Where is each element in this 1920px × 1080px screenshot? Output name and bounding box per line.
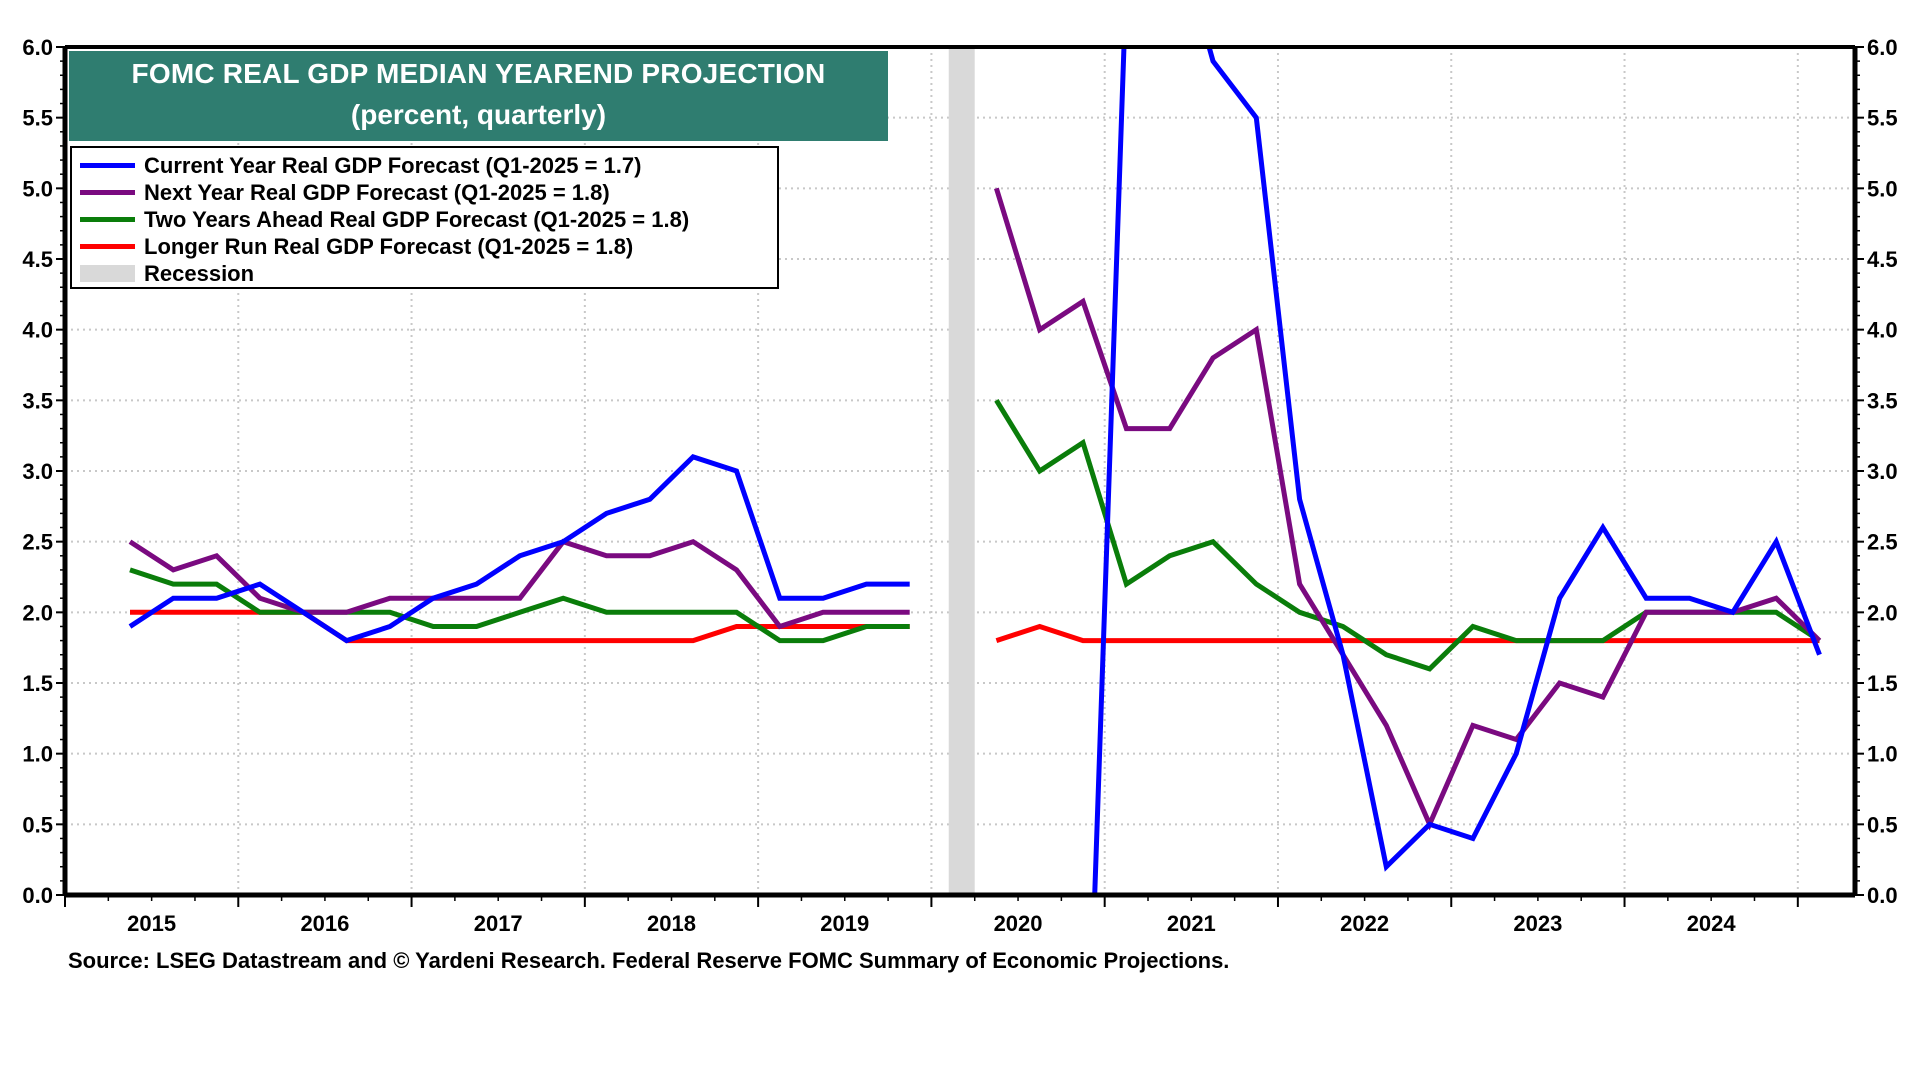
series-line-longer-run xyxy=(995,623,1820,644)
series-line-current-year xyxy=(128,454,910,644)
y-tick-label-left: 1.0 xyxy=(22,742,53,767)
y-tick-label-right: 0.0 xyxy=(1867,883,1898,908)
y-tick-label-left: 4.5 xyxy=(22,247,53,272)
legend-swatch-longer-run xyxy=(80,244,135,249)
legend-label: Longer Run Real GDP Forecast (Q1-2025 = … xyxy=(144,234,634,259)
series-line-two-years-ahead xyxy=(129,567,910,644)
recession-bar xyxy=(948,47,975,895)
y-tick-label-right: 3.0 xyxy=(1867,459,1898,484)
legend-label: Recession xyxy=(144,261,255,286)
series-line-longer-run xyxy=(130,609,910,644)
chart-subtitle: (percent, quarterly) xyxy=(350,99,607,130)
y-tick-label-left: 6.0 xyxy=(22,35,53,60)
y-tick-label-right: 3.5 xyxy=(1867,388,1898,413)
y-tick-label-left: 1.5 xyxy=(22,671,53,696)
x-axis: 2015 2016 2017 2018 2019 2020 2021 2022 2023 2024 xyxy=(64,895,1799,936)
x-tick-label: 2016 xyxy=(300,911,349,936)
x-tick-label: 2018 xyxy=(647,911,696,936)
y-tick-label-left: 3.5 xyxy=(22,388,53,413)
series-line-next-year xyxy=(128,538,910,630)
legend: Current Year Real GDP Forecast (Q1-2025 … xyxy=(70,146,779,289)
y-tick-label-left: 2.0 xyxy=(22,600,53,625)
y-tick-label-right: 2.5 xyxy=(1867,530,1898,555)
y-tick-label-left: 5.5 xyxy=(22,106,53,131)
legend-swatch-next-year xyxy=(80,190,135,195)
y-tick-label-left: 4.0 xyxy=(22,318,53,343)
recession-shading xyxy=(948,47,975,895)
x-tick-label: 2022 xyxy=(1340,911,1389,936)
x-tick-label: 2021 xyxy=(1167,911,1216,936)
legend-label: Current Year Real GDP Forecast (Q1-2025 … xyxy=(144,153,642,178)
y-tick-label-right: 0.5 xyxy=(1867,812,1898,837)
x-tick-label: 2023 xyxy=(1513,911,1562,936)
x-tick-label: 2015 xyxy=(127,911,176,936)
y-tick-label-left: 3.0 xyxy=(22,459,53,484)
source-note: Source: LSEG Datastream and © Yardeni Re… xyxy=(68,948,1230,973)
chart-title-box: FOMC REAL GDP MEDIAN YEAREND PROJECTION … xyxy=(69,51,888,141)
x-tick-label: 2019 xyxy=(820,911,869,936)
y-tick-label-right: 1.0 xyxy=(1867,742,1898,767)
legend-swatch-recession xyxy=(80,265,135,282)
series-line-two-years-ahead xyxy=(994,398,1821,672)
y-tick-label-right: 5.5 xyxy=(1867,106,1898,131)
legend-swatch-current-year xyxy=(80,163,135,168)
y-tick-label-right: 4.0 xyxy=(1867,318,1898,343)
legend-label: Next Year Real GDP Forecast (Q1-2025 = 1… xyxy=(144,180,610,205)
y-tick-label-right: 6.0 xyxy=(1867,35,1898,60)
y-axis-left: 0.0 0.5 1.0 1.5 2.0 2.5 3.0 3.5 4.0 4.5 5.0 5.5 6.0 xyxy=(22,35,65,908)
x-tick-label: 2024 xyxy=(1687,911,1737,936)
y-tick-label-right: 2.0 xyxy=(1867,600,1898,625)
y-tick-label-left: 0.5 xyxy=(22,812,53,837)
series-line-current-year xyxy=(1092,47,1822,895)
series-lines xyxy=(128,47,1822,895)
y-tick-label-right: 1.5 xyxy=(1867,671,1898,696)
x-tick-label: 2020 xyxy=(994,911,1043,936)
legend-swatch-two-years-ahead xyxy=(80,217,135,222)
y-tick-label-right: 4.5 xyxy=(1867,247,1898,272)
x-tick-label: 2017 xyxy=(474,911,523,936)
y-tick-label-right: 5.0 xyxy=(1867,176,1898,201)
y-axis-right: 0.0 0.5 1.0 1.5 2.0 2.5 3.0 3.5 4.0 4.5 5.0 5.5 6.0 xyxy=(1855,35,1898,908)
series-line-next-year xyxy=(994,187,1822,831)
y-tick-label-left: 2.5 xyxy=(22,530,53,555)
y-tick-label-left: 0.0 xyxy=(22,883,53,908)
chart-title: FOMC REAL GDP MEDIAN YEAREND PROJECTION xyxy=(131,58,826,89)
y-tick-label-left: 5.0 xyxy=(22,176,53,201)
legend-label: Two Years Ahead Real GDP Forecast (Q1-20… xyxy=(144,207,690,232)
